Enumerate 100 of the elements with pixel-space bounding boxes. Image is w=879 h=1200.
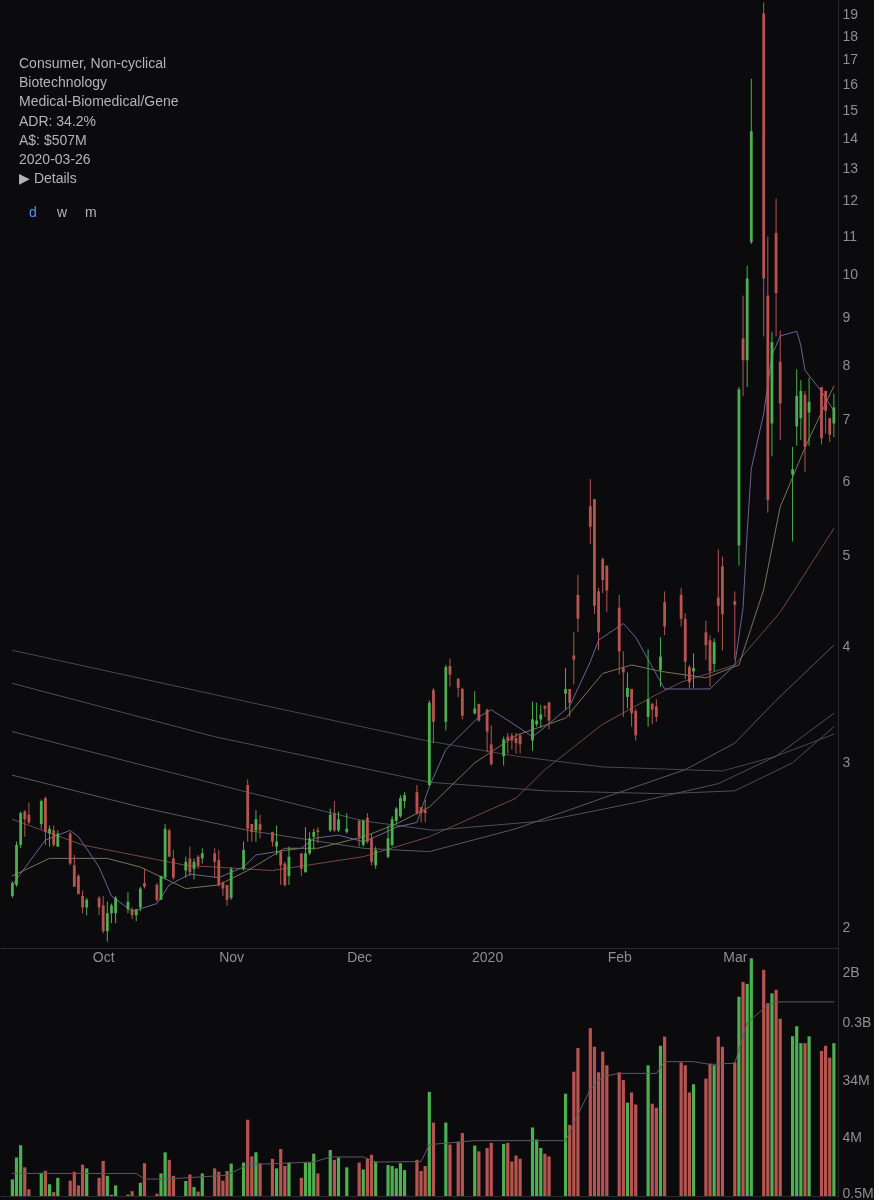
candlestick (275, 825, 278, 856)
candlestick (39, 799, 43, 830)
y-tick-label: 12 (842, 192, 859, 209)
y-tick-label: 34M (842, 1072, 870, 1089)
y-tick-label: 17 (842, 51, 859, 68)
candlestick (143, 868, 146, 890)
candlestick (304, 826, 307, 873)
y-tick-label: 3 (842, 754, 851, 771)
candlestick (138, 886, 142, 912)
annotation: A$: $507M (19, 131, 87, 148)
x-tick-label: Oct (92, 948, 115, 965)
candlestick (791, 446, 794, 542)
candlestick (337, 811, 340, 833)
candlestick (242, 841, 245, 872)
line-series (11, 527, 835, 872)
annotation: w (56, 204, 68, 220)
candlestick (357, 818, 361, 848)
annotation: Biotechnology (19, 74, 107, 91)
y-tick-label: 16 (842, 75, 859, 92)
candlestick (601, 556, 605, 594)
candlestick (659, 636, 662, 688)
candlestick (423, 799, 427, 823)
candlestick (308, 831, 312, 856)
y-tick-label: 5 (842, 547, 851, 564)
annotation: Medical-Biomedical/Gene (19, 93, 179, 110)
y-tick-label: 13 (842, 159, 859, 176)
candlestick (572, 631, 576, 685)
annotation: ADR: 34.2% (19, 112, 97, 129)
candlestick (621, 650, 625, 718)
candlestick (114, 895, 117, 924)
candlestick (679, 587, 683, 627)
y-tick-label: 2B (842, 963, 860, 980)
candlestick (81, 889, 84, 914)
y-tick-label: 6 (842, 473, 851, 490)
y-tick-label: 2 (842, 918, 851, 935)
x-tick-label: Nov (219, 948, 245, 965)
candlestick (828, 417, 832, 443)
candlestick (687, 664, 691, 689)
candlestick (171, 849, 175, 880)
y-tick-label: 0.5M (842, 1184, 874, 1200)
candlestick (52, 825, 56, 848)
x-tick-label: Feb (607, 948, 632, 965)
y-tick-label: 19 (842, 6, 859, 23)
y-tick-label: 9 (842, 309, 851, 326)
candlestick (489, 724, 493, 767)
candlestick (518, 733, 522, 755)
line-series (11, 644, 835, 853)
candlestick (832, 393, 836, 438)
candlestick (279, 849, 283, 886)
candlestick (155, 882, 159, 903)
candlestick (568, 688, 572, 718)
candlestick (374, 846, 378, 870)
y-tick-label: 8 (842, 356, 851, 373)
annotation: d (29, 204, 37, 220)
y-tick-label: 18 (842, 28, 859, 45)
candlestick (299, 852, 303, 877)
annotation: Consumer, Non-cyclical (19, 55, 167, 71)
candlestick (456, 677, 460, 698)
candlestick (312, 828, 316, 851)
y-tick-label: 11 (842, 227, 858, 244)
y-tick-label: 10 (842, 266, 859, 283)
candlestick (316, 826, 320, 844)
candlestick (48, 825, 51, 848)
y-tick-label: 4M (842, 1129, 862, 1146)
annotation: ▶ Details (19, 170, 77, 187)
candlestick (824, 390, 828, 435)
x-tick-label: Mar (723, 948, 748, 965)
line-series (11, 1001, 835, 1180)
annotation: 2020-03-26 (19, 151, 91, 167)
candlestick (510, 732, 514, 751)
candlestick (345, 812, 349, 835)
candlestick (654, 698, 658, 723)
candlestick (646, 648, 650, 728)
candlestick (332, 800, 336, 833)
candlestick (27, 802, 31, 825)
candlestick (531, 701, 534, 752)
candlestick (473, 690, 477, 716)
candlestick (188, 846, 192, 877)
x-tick-label: Dec (347, 948, 373, 965)
candlestick (506, 732, 510, 755)
annotation: m (85, 204, 97, 220)
y-tick-label: 0.3B (842, 1014, 872, 1031)
candlestick (502, 736, 506, 767)
candlestick (626, 671, 629, 710)
x-tick-label: 2020 (472, 948, 504, 965)
y-tick-label: 4 (842, 637, 851, 654)
candlestick (328, 808, 332, 833)
y-tick-label: 15 (842, 101, 859, 118)
candlestick (485, 708, 489, 753)
candlestick (807, 377, 811, 447)
candlestick (399, 794, 402, 819)
candlestick (712, 637, 716, 672)
candlestick (105, 901, 109, 943)
y-tick-label: 7 (842, 410, 851, 427)
candlestick (716, 548, 720, 633)
candlestick (564, 667, 567, 711)
candlestick (733, 590, 737, 661)
candlestick (692, 652, 695, 689)
y-tick-label: 14 (842, 129, 859, 146)
candlestick (184, 856, 188, 879)
